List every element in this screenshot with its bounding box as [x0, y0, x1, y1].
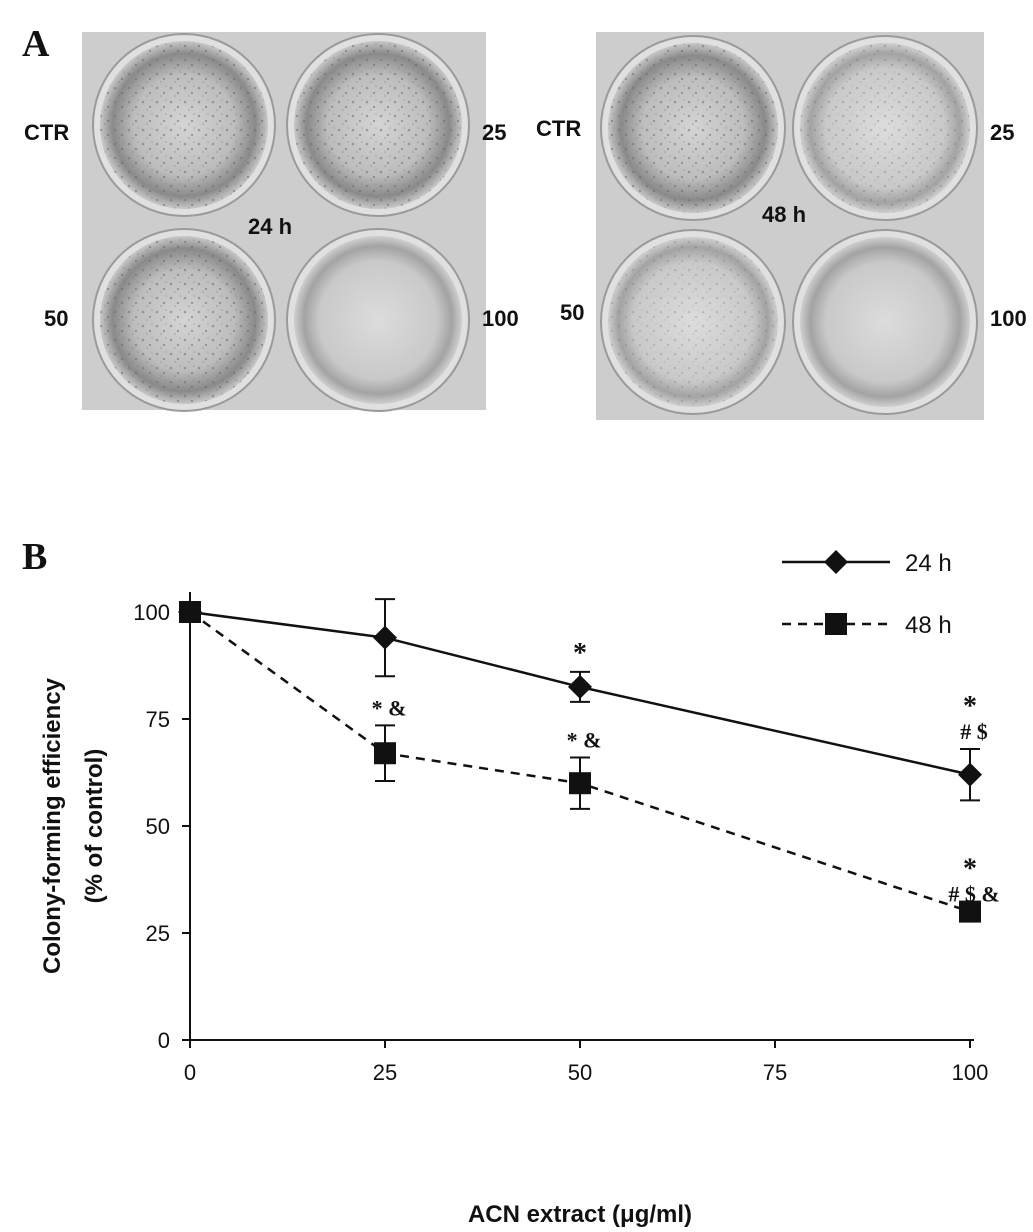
significance-annotation: *	[963, 854, 977, 885]
x-tick-label: 50	[568, 1060, 592, 1085]
plate-24h: 24 h	[82, 32, 486, 412]
data-point-diamond	[373, 625, 397, 650]
well-48h-100	[792, 229, 978, 415]
well-48h-25	[792, 35, 978, 221]
well-24h-ctr	[92, 33, 276, 217]
x-axis-title: ACN extract (μg/ml)	[468, 1201, 692, 1228]
plate-24h-time-label: 24 h	[248, 214, 292, 239]
significance-annotation: *	[963, 691, 977, 722]
data-point-square	[569, 772, 591, 795]
well-48h-ctr	[600, 35, 786, 221]
well-48h-50	[600, 229, 786, 415]
data-point-diamond	[568, 674, 592, 699]
data-point-square	[374, 742, 396, 765]
y-axis-title-line2: (% of control)	[81, 749, 108, 904]
well-label-24h-25: 25	[482, 120, 506, 145]
well-label-24h-ctr: CTR	[24, 120, 69, 145]
well-24h-50	[92, 228, 276, 412]
y-tick-label: 75	[146, 707, 170, 732]
y-axis-title-line1: Colony-forming efficiency	[39, 677, 66, 974]
legend-label-0: 24 h	[905, 550, 952, 577]
panel-a-letter: A	[22, 23, 50, 65]
series-line-1	[189, 610, 971, 913]
line-chart: 0 25 50 75 100 0 25 50 75 100 ACN extract (μg/ml) C…	[39, 550, 1000, 1228]
significance-annotation: * &	[567, 728, 602, 753]
well-label-48h-100: 100	[990, 306, 1027, 331]
well-label-48h-ctr: CTR	[536, 116, 581, 141]
x-tick-label: 75	[763, 1060, 787, 1085]
plate-48h: 48 h	[596, 32, 984, 420]
well-label-48h-50: 50	[560, 300, 584, 325]
significance-annotation: # $	[960, 719, 988, 744]
well-24h-100	[286, 228, 470, 412]
plate-48h-time-label: 48 h	[762, 202, 806, 227]
significance-annotation: # $ &	[948, 882, 999, 907]
legend-marker-1	[825, 613, 847, 635]
data-point-square	[179, 601, 201, 623]
x-tick-label: 25	[373, 1060, 397, 1085]
y-tick-label: 50	[146, 814, 170, 839]
well-24h-25	[286, 33, 470, 217]
well-label-24h-100: 100	[482, 306, 519, 331]
x-tick-label: 0	[184, 1060, 196, 1085]
series-line-0	[189, 610, 971, 776]
significance-annotation: * &	[372, 695, 407, 720]
x-tick-label: 100	[952, 1060, 989, 1085]
panel-b-letter: B	[22, 536, 48, 578]
y-tick-label: 25	[146, 921, 170, 946]
legend-marker-0	[824, 550, 848, 574]
y-tick-label: 100	[133, 600, 170, 625]
data-point-square	[959, 900, 981, 923]
legend-label-1: 48 h	[905, 612, 952, 639]
well-label-48h-25: 25	[990, 120, 1014, 145]
data-point-diamond	[958, 762, 982, 787]
well-label-24h-50: 50	[44, 306, 68, 331]
significance-annotation: *	[573, 638, 587, 669]
y-tick-label: 0	[158, 1028, 170, 1053]
